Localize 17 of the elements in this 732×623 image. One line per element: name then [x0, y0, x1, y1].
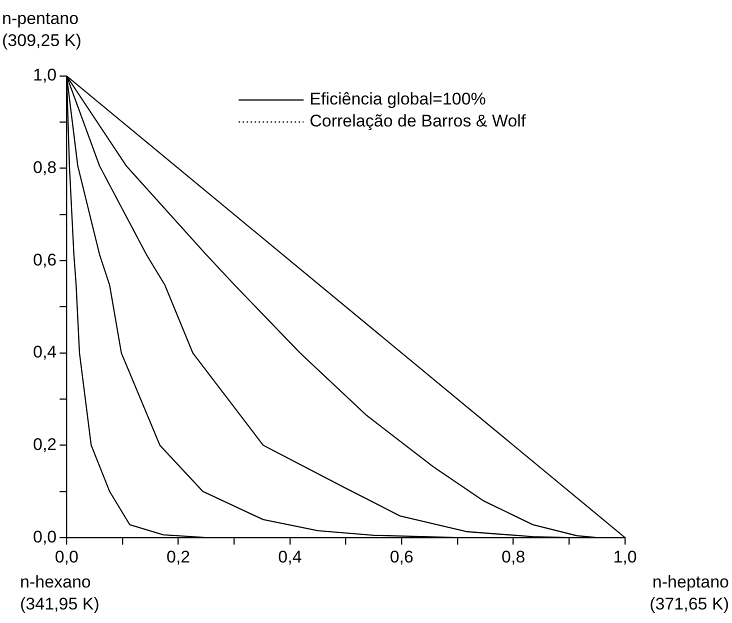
text: n-heptano (371,65 K)	[650, 572, 729, 614]
y-tick-label: 0,4	[32, 342, 57, 362]
y-tick-label: 0,6	[32, 250, 57, 270]
y-tick-label: 1,0	[32, 66, 57, 85]
x-tick-label: 0,0	[54, 547, 78, 566]
x-tick-label: 0,6	[390, 547, 414, 566]
x-tick-label: 1,0	[613, 547, 637, 566]
text: n-pentano (309,25 K)	[2, 9, 82, 50]
x-tick-label: 0,4	[278, 547, 302, 566]
text: n-hexano (341,95 K)	[20, 572, 100, 614]
y-tick-label: 0,0	[32, 527, 57, 546]
x-tick-label: 0,2	[166, 547, 190, 566]
x-tick-label: 0,8	[502, 547, 526, 566]
y-tick-label: 0,8	[32, 158, 57, 178]
y-tick-label: 0,2	[32, 434, 57, 454]
legend-label: Correlação de Barros & Wolf	[310, 112, 526, 131]
legend-label: Eficiência global=100%	[310, 90, 486, 109]
